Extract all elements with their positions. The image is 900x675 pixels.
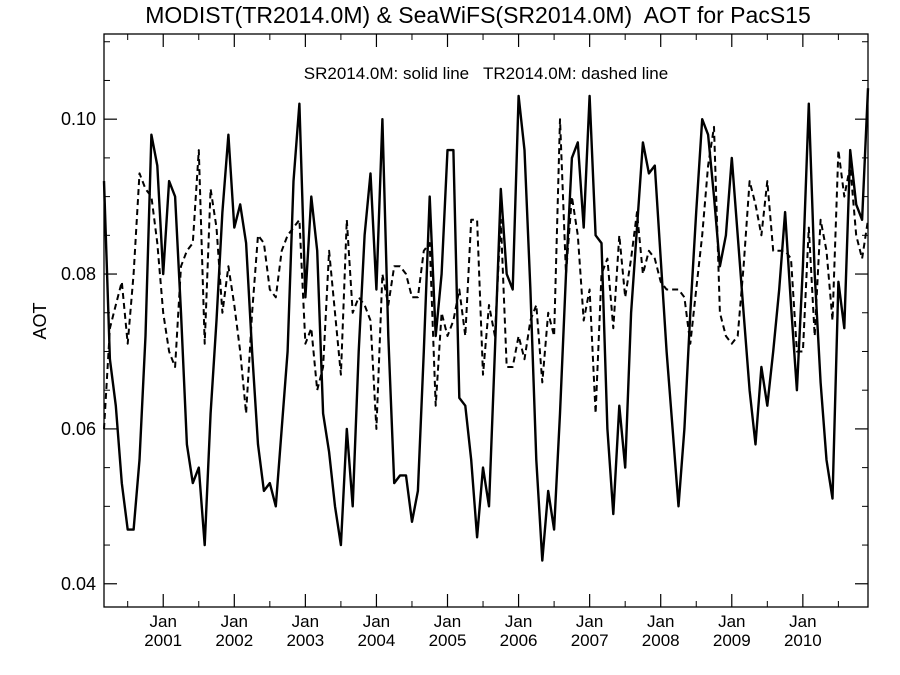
- y-tick-label: 0.04: [61, 574, 96, 594]
- series-layer: [102, 88, 870, 562]
- axis-tick-labels: 0.040.060.080.10Jan2001Jan2002Jan2003Jan…: [61, 109, 822, 650]
- x-tick-month: Jan: [789, 612, 816, 631]
- series-line-sr2014-0m: [102, 88, 870, 562]
- x-tick-year: 2008: [642, 631, 680, 650]
- chart-annotation: SR2014.0M: solid line TR2014.0M: dashed …: [304, 64, 668, 83]
- x-tick-year: 2003: [286, 631, 324, 650]
- x-tick-year: 2007: [571, 631, 609, 650]
- x-tick-month: Jan: [150, 612, 177, 631]
- x-tick-year: 2010: [784, 631, 822, 650]
- x-tick-month: Jan: [576, 612, 603, 631]
- x-tick-month: Jan: [221, 612, 248, 631]
- x-tick-month: Jan: [647, 612, 674, 631]
- axis-ticks: [104, 34, 868, 607]
- x-tick-year: 2006: [500, 631, 538, 650]
- x-tick-year: 2001: [144, 631, 182, 650]
- plot-frame: [103, 33, 869, 608]
- x-tick-month: Jan: [718, 612, 745, 631]
- x-tick-year: 2005: [429, 631, 467, 650]
- y-tick-label: 0.06: [61, 419, 96, 439]
- series-line-tr2014-0m: [103, 118, 869, 430]
- x-tick-year: 2002: [215, 631, 253, 650]
- y-axis-label: AOT: [30, 302, 50, 339]
- x-tick-month: Jan: [434, 612, 461, 631]
- x-tick-year: 2009: [713, 631, 751, 650]
- y-tick-label: 0.10: [61, 109, 96, 129]
- chart-title: MODIST(TR2014.0M) & SeaWiFS(SR2014.0M) A…: [145, 2, 811, 28]
- x-tick-year: 2004: [358, 631, 396, 650]
- x-tick-month: Jan: [363, 612, 390, 631]
- y-tick-label: 0.08: [61, 264, 96, 284]
- x-tick-month: Jan: [505, 612, 532, 631]
- x-tick-month: Jan: [292, 612, 319, 631]
